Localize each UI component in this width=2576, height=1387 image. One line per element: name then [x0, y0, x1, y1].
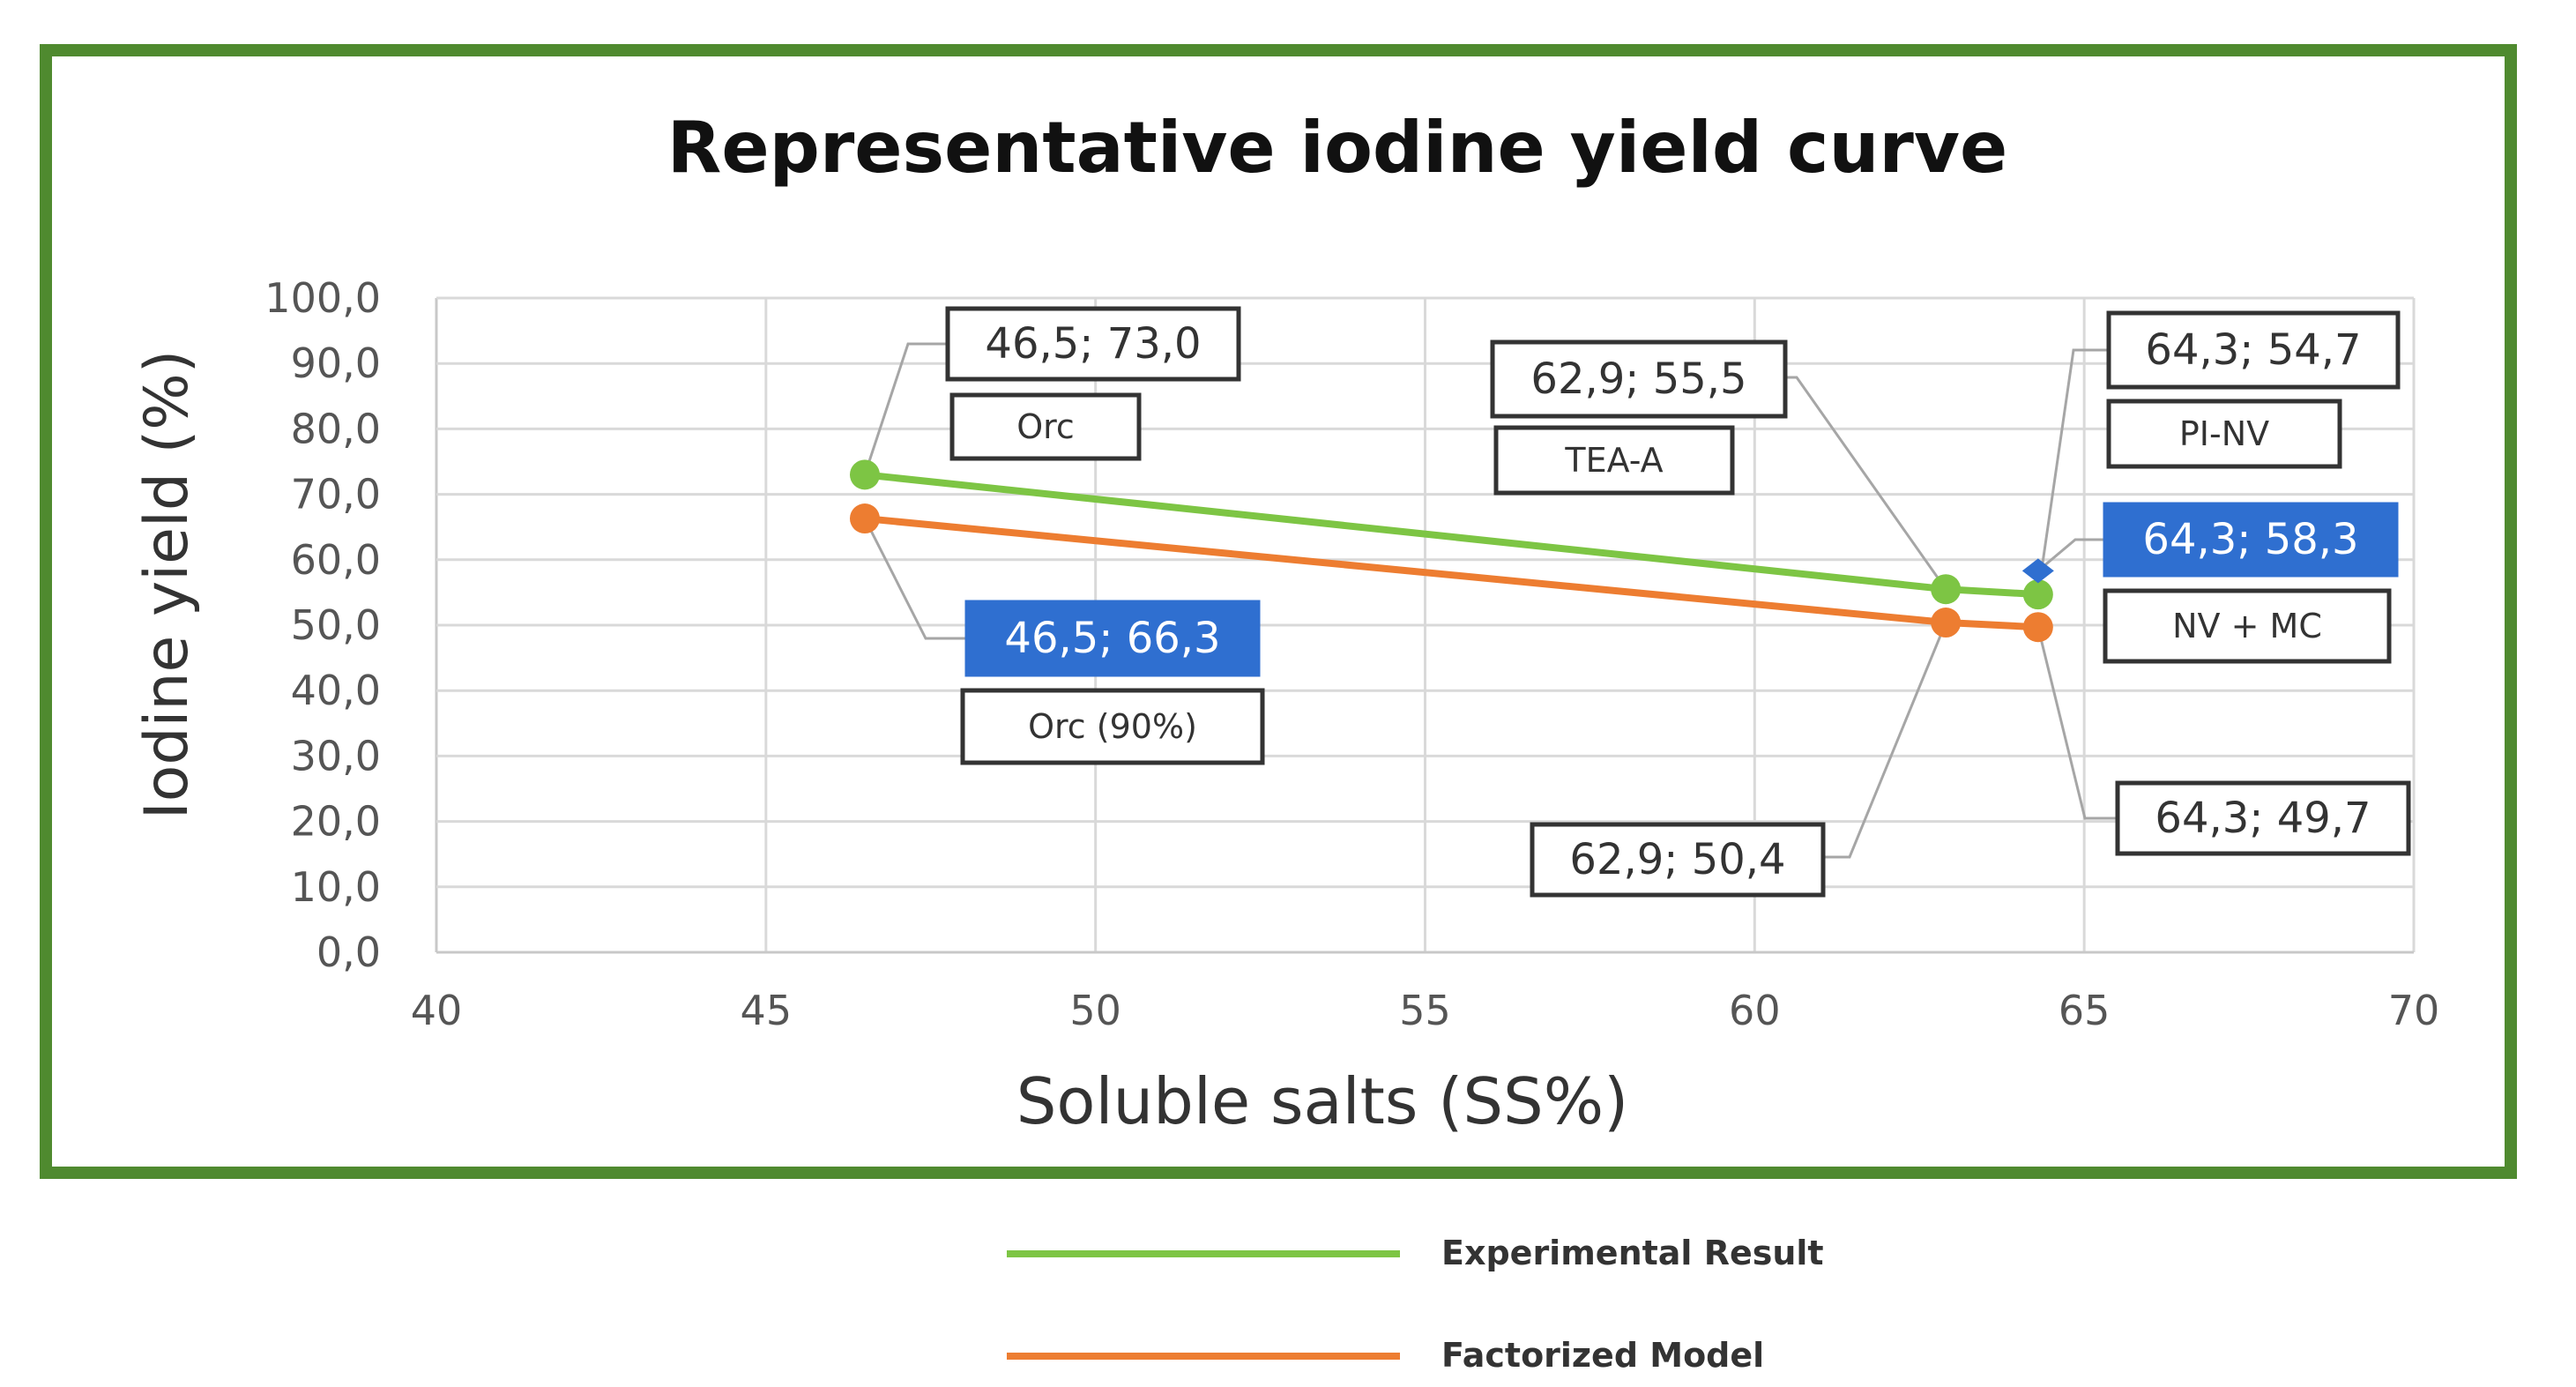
data-point [2022, 612, 2053, 643]
callout-label: TEA-A [1564, 441, 1663, 480]
y-tick-label: 50,0 [291, 601, 381, 649]
callout-leader-line [2036, 626, 2118, 820]
x-tick-label: 50 [1069, 987, 1121, 1034]
y-tick-label: 20,0 [291, 798, 381, 846]
x-tick-label: 65 [2059, 987, 2111, 1034]
callout-value-box [964, 600, 1261, 677]
y-tick-label: 0,0 [316, 928, 381, 976]
data-point [849, 459, 880, 490]
callout-value-box [2103, 502, 2399, 578]
callout-label: PI-NV [2179, 414, 2269, 453]
callout-value: 64,3; 54,7 [2145, 325, 2361, 375]
x-tick-label: 45 [741, 987, 793, 1034]
data-point [1931, 608, 1962, 638]
callout-value-box [1490, 339, 1788, 419]
y-tick-label: 30,0 [291, 732, 381, 779]
data-point [2021, 558, 2054, 584]
callout-label-box [2106, 399, 2342, 469]
callout-value-box [1530, 822, 1826, 898]
data-point [1931, 574, 1962, 605]
callout-label: NV + MC [2172, 607, 2322, 645]
legend: Experimental Result Factorized Model [1007, 1234, 1824, 1375]
y-tick-label: 60,0 [291, 536, 381, 584]
callout-value: 64,3; 49,7 [2155, 794, 2371, 843]
chart-title: Representative iodine yield curve [667, 107, 2008, 189]
x-tick-label: 70 [2388, 987, 2440, 1034]
y-tick-label: 100,0 [264, 274, 381, 322]
y-tick-label: 80,0 [291, 405, 381, 452]
y-tick-label: 40,0 [291, 667, 381, 714]
y-axis-title: Iodine yield (%) [132, 350, 202, 820]
x-tick-label: 55 [1399, 987, 1451, 1034]
chart-frame [40, 44, 2517, 1179]
callout-leader-line [863, 518, 967, 640]
x-axis-title: Soluble salts (SS%) [1016, 1064, 1629, 1138]
callout-value: 46,5; 73,0 [985, 319, 1201, 369]
x-tick-label: 60 [1729, 987, 1781, 1034]
legend-label: Factorized Model [1441, 1336, 1764, 1375]
y-tick-label: 10,0 [291, 863, 381, 911]
callout-leader-line [1785, 376, 1947, 591]
legend-label: Experimental Result [1441, 1234, 1824, 1272]
callout-label-box [2103, 588, 2392, 664]
callout-label-box [1493, 425, 1735, 496]
callout-value: 46,5; 66,3 [1004, 614, 1220, 663]
series [849, 459, 2054, 643]
callout-value-box [945, 306, 1241, 382]
callout-value: 62,9; 50,4 [1569, 835, 1785, 884]
callout-leaders [863, 342, 2118, 859]
y-tick-label: 70,0 [291, 471, 381, 518]
callout-leader-line [2036, 348, 2109, 595]
callout-leader-line [863, 342, 948, 475]
callout-label: Orc (90%) [1028, 707, 1197, 746]
callout-value-box [2115, 780, 2411, 856]
y-tick-label: 90,0 [291, 339, 381, 387]
callouts: 46,5; 73,0 Orc 46,5; 66,3 Orc (90%) 62,9; 55… [945, 306, 2411, 898]
callout-value-box [2106, 310, 2401, 390]
callout-value: 62,9; 55,5 [1530, 354, 1746, 404]
data-point [2022, 579, 2053, 610]
callout-leader-line [2036, 538, 2105, 572]
callout-label-box [949, 392, 1142, 461]
x-tick-label: 40 [411, 987, 463, 1034]
data-point [849, 503, 880, 534]
callout-label-box [960, 688, 1265, 765]
callout-leader-line [1823, 622, 1947, 859]
callout-value: 64,3; 58,3 [2142, 515, 2358, 564]
callout-label: Orc [1016, 407, 1075, 446]
